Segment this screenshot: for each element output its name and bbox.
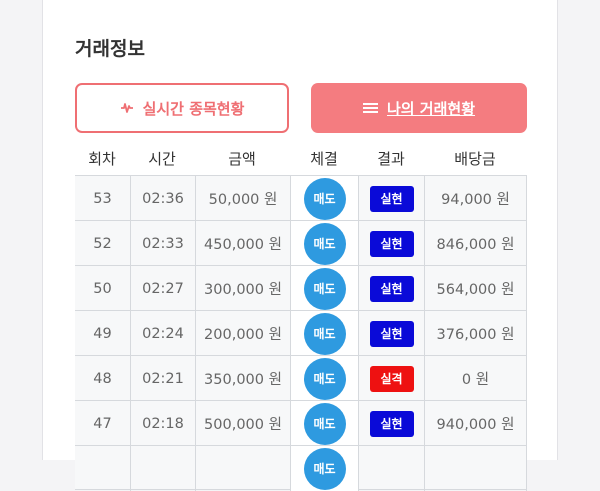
table-row: 53 02:36 50,000 원 매도 실현 94,000 원 bbox=[75, 175, 527, 221]
result-cell: 실현 bbox=[358, 266, 424, 311]
result-badge: 실현 bbox=[369, 230, 414, 257]
exec-cell: 매도 bbox=[290, 266, 358, 311]
list-icon bbox=[362, 102, 378, 114]
table-row: 47 02:18 500,000 원 매도 실현 940,000 원 bbox=[75, 400, 527, 446]
result-cell: 실현 bbox=[358, 311, 424, 356]
page-title: 거래정보 bbox=[75, 38, 145, 60]
table-row: 49 02:24 200,000 원 매도 실현 376,000 원 bbox=[75, 310, 527, 356]
sell-badge: 매도 bbox=[303, 357, 346, 400]
amount-cell: 300,000 원 bbox=[195, 266, 290, 311]
payout-cell: 564,000 원 bbox=[424, 266, 527, 311]
payout-cell: 940,000 원 bbox=[424, 401, 527, 446]
time-cell: 02:36 bbox=[130, 176, 195, 221]
payout-cell: 94,000 원 bbox=[424, 176, 527, 221]
my-trades-button[interactable]: 나의 거래현황 bbox=[311, 83, 527, 133]
exec-cell: 매도 bbox=[290, 311, 358, 356]
sell-badge: 매도 bbox=[303, 402, 346, 445]
sell-badge: 매도 bbox=[303, 312, 346, 355]
header-round: 회차 bbox=[88, 150, 116, 168]
payout-cell: 376,000 원 bbox=[424, 311, 527, 356]
round-cell: 48 bbox=[93, 370, 112, 387]
header-exec: 체결 bbox=[310, 150, 338, 168]
header-payout: 배당금 bbox=[454, 150, 496, 168]
result-cell: 실격 bbox=[358, 356, 424, 401]
time-cell: 02:33 bbox=[130, 221, 195, 266]
pulse-icon bbox=[120, 101, 134, 115]
amount-cell: 500,000 원 bbox=[195, 401, 290, 446]
payout-cell: 0 원 bbox=[424, 356, 527, 401]
table-header: 회차 시간 금액 체결 결과 배당금 bbox=[75, 148, 527, 174]
realtime-status-button[interactable]: 실시간 종목현황 bbox=[75, 83, 289, 133]
exec-cell: 매도 bbox=[290, 446, 358, 491]
exec-cell: 매도 bbox=[290, 356, 358, 401]
round-cell bbox=[75, 446, 130, 491]
amount-cell bbox=[195, 446, 290, 491]
exec-cell: 매도 bbox=[290, 176, 358, 221]
result-badge: 실현 bbox=[369, 185, 414, 212]
result-cell: 실현 bbox=[358, 176, 424, 221]
trade-info-card: 거래정보 실시간 종목현황 나의 거래현황 회차 시간 금액 체결 결과 배당금… bbox=[42, 0, 558, 491]
result-badge: 실현 bbox=[369, 275, 414, 302]
time-cell: 02:27 bbox=[130, 266, 195, 311]
amount-cell: 50,000 원 bbox=[195, 176, 290, 221]
round-cell: 50 bbox=[93, 280, 112, 297]
payout-cell: 846,000 원 bbox=[424, 221, 527, 266]
exec-cell: 매도 bbox=[290, 221, 358, 266]
payout-cell bbox=[424, 446, 527, 491]
table-row: 매도 bbox=[75, 445, 527, 491]
table-row: 52 02:33 450,000 원 매도 실현 846,000 원 bbox=[75, 220, 527, 266]
sell-badge: 매도 bbox=[303, 177, 346, 220]
amount-cell: 200,000 원 bbox=[195, 311, 290, 356]
result-badge: 실현 bbox=[369, 320, 414, 347]
round-cell: 52 bbox=[93, 235, 112, 252]
exec-cell: 매도 bbox=[290, 401, 358, 446]
realtime-status-label: 실시간 종목현황 bbox=[142, 99, 245, 118]
my-trades-label: 나의 거래현황 bbox=[386, 99, 476, 118]
result-badge: 실현 bbox=[369, 410, 414, 437]
header-result: 결과 bbox=[377, 150, 405, 168]
round-cell: 49 bbox=[93, 325, 112, 342]
table-row: 50 02:27 300,000 원 매도 실현 564,000 원 bbox=[75, 265, 527, 311]
result-cell: 실현 bbox=[358, 401, 424, 446]
result-badge: 실격 bbox=[369, 365, 414, 392]
round-cell: 47 bbox=[93, 415, 112, 432]
sell-badge: 매도 bbox=[303, 447, 346, 490]
time-cell: 02:24 bbox=[130, 311, 195, 356]
header-time: 시간 bbox=[148, 150, 176, 168]
amount-cell: 450,000 원 bbox=[195, 221, 290, 266]
table-row: 48 02:21 350,000 원 매도 실격 0 원 bbox=[75, 355, 527, 401]
result-cell: 실현 bbox=[358, 221, 424, 266]
time-cell: 02:21 bbox=[130, 356, 195, 401]
header-amount: 금액 bbox=[228, 150, 256, 168]
sell-badge: 매도 bbox=[303, 222, 346, 265]
trade-table: 53 02:36 50,000 원 매도 실현 94,000 원 52 02:33 450,00… bbox=[75, 175, 527, 491]
round-cell: 53 bbox=[93, 190, 112, 207]
sell-badge: 매도 bbox=[303, 267, 346, 310]
time-cell bbox=[130, 446, 195, 491]
time-cell: 02:18 bbox=[130, 401, 195, 446]
amount-cell: 350,000 원 bbox=[195, 356, 290, 401]
result-cell bbox=[358, 446, 424, 491]
